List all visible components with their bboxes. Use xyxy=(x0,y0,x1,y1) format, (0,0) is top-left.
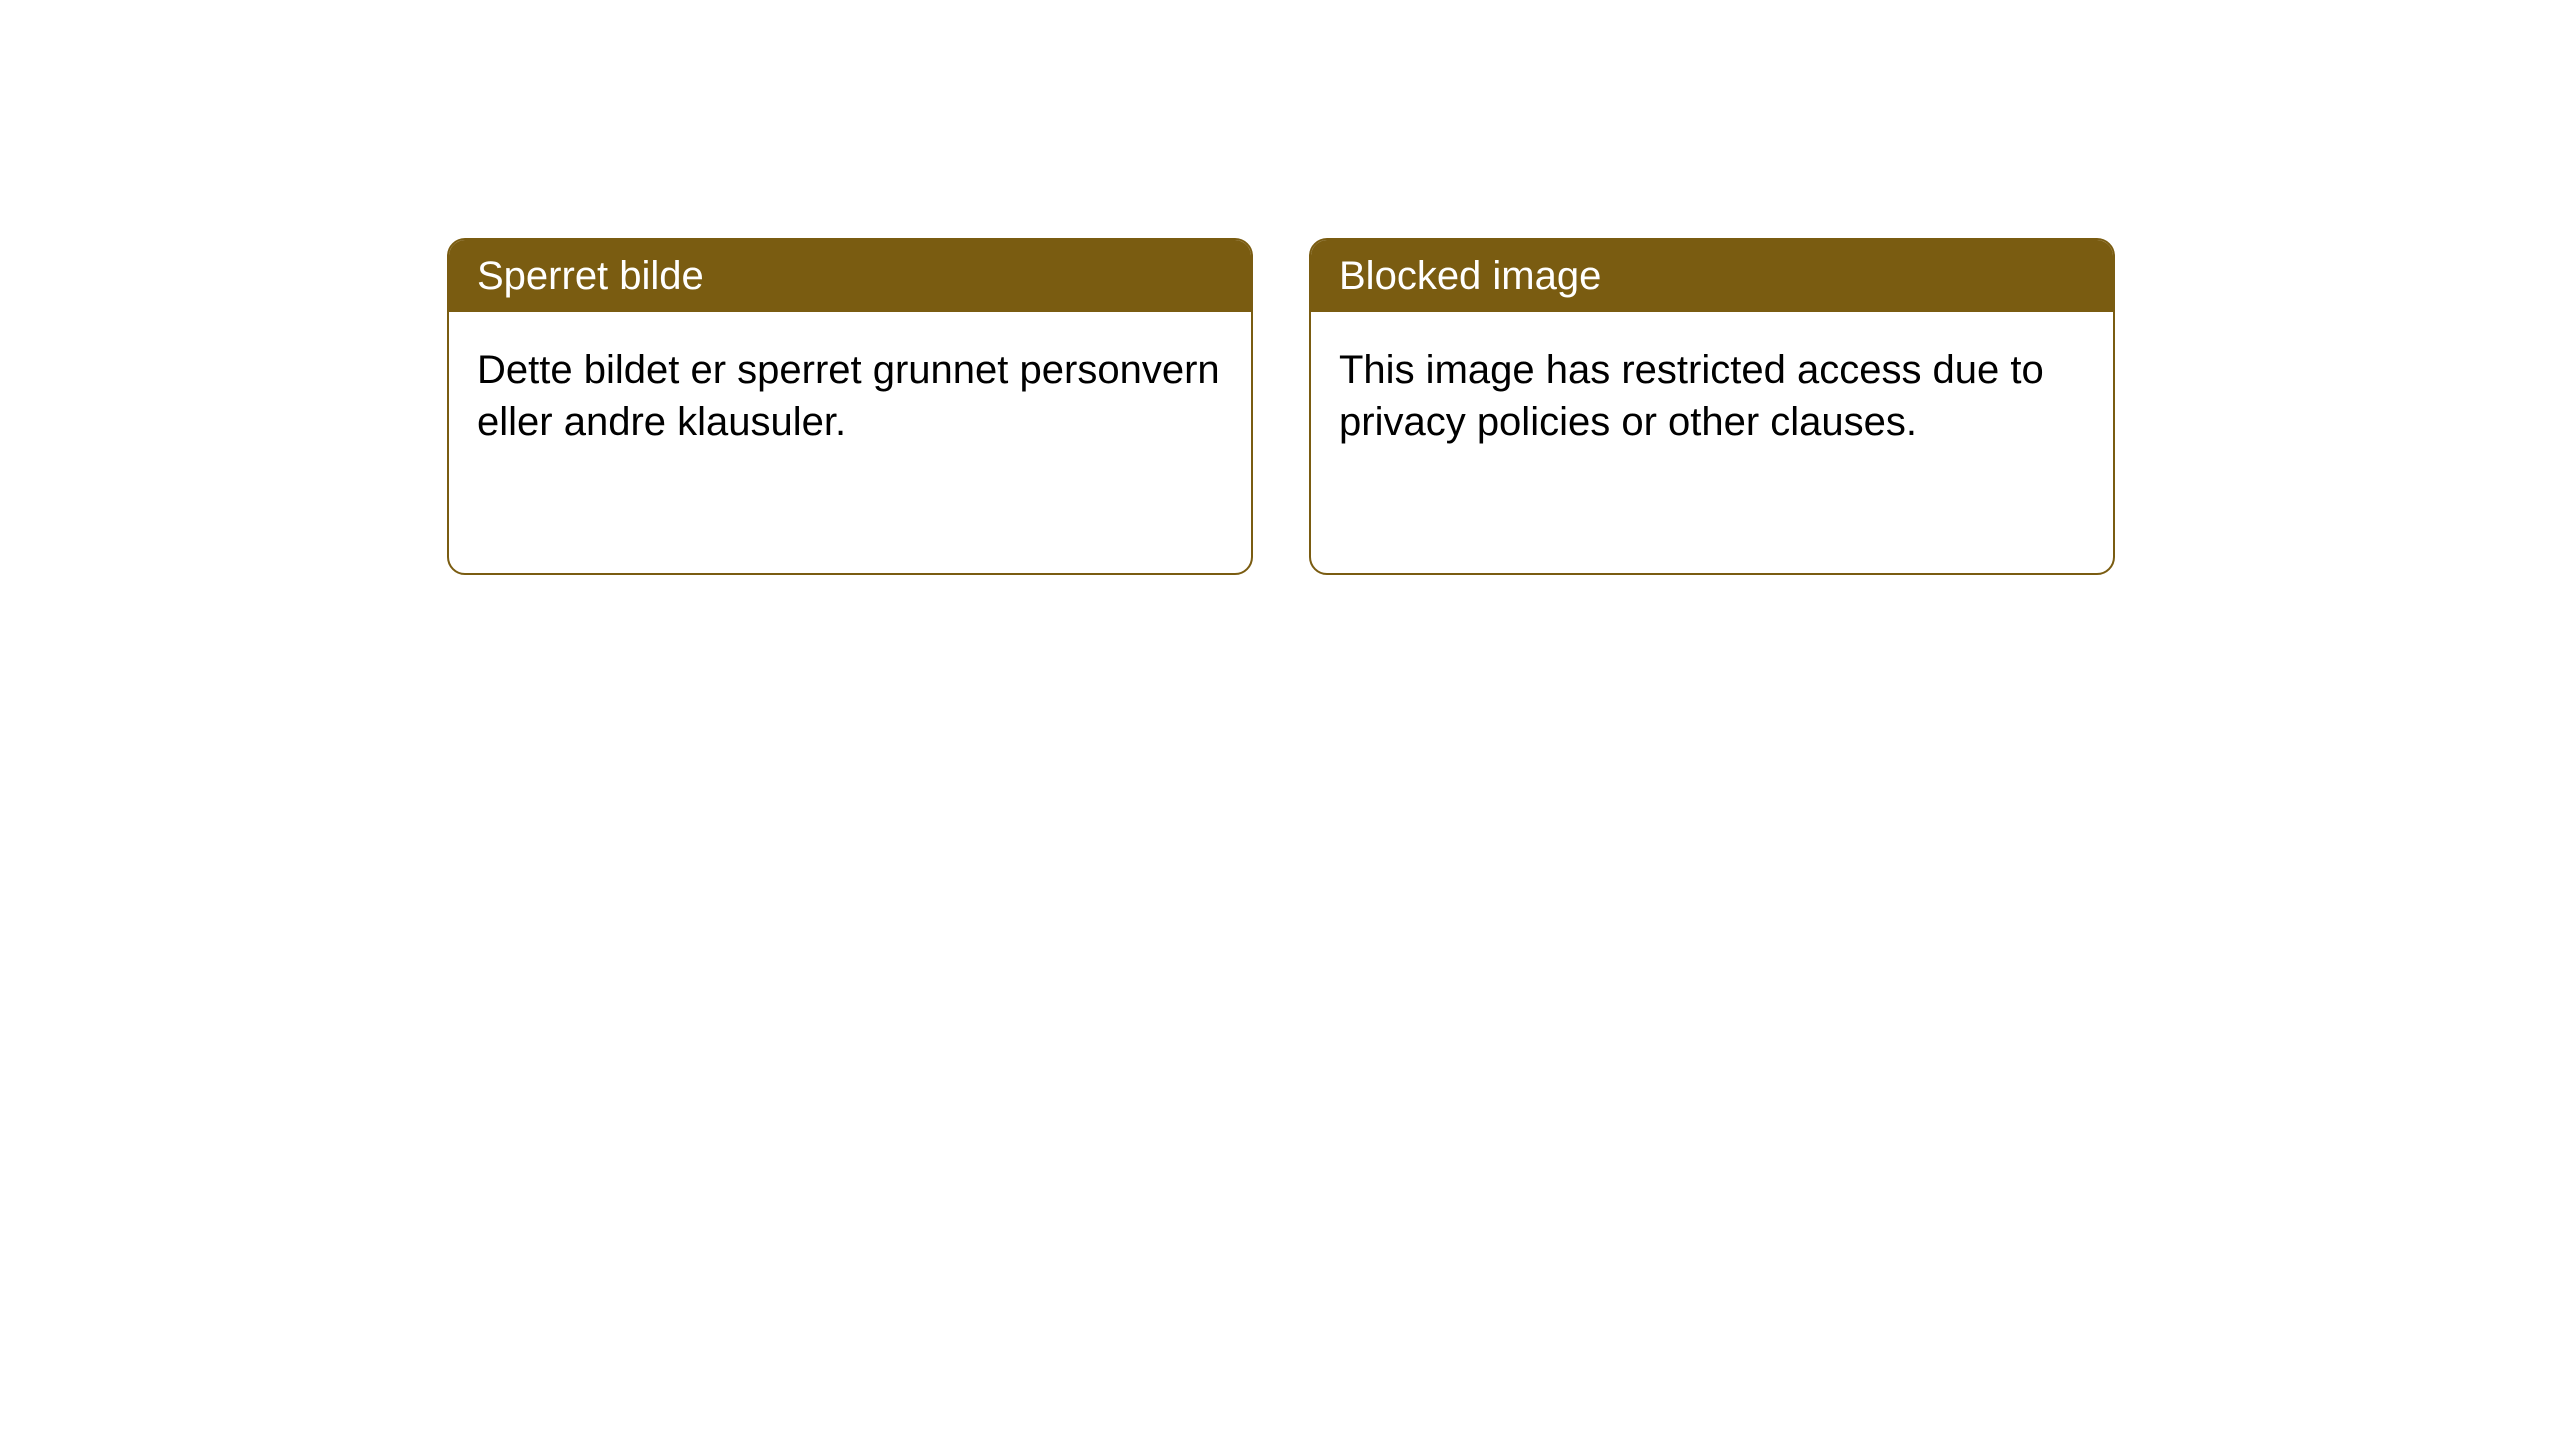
card-body-text: This image has restricted access due to … xyxy=(1339,348,2044,444)
notice-card-norwegian: Sperret bilde Dette bildet er sperret gr… xyxy=(447,238,1253,575)
card-title: Sperret bilde xyxy=(477,254,704,298)
card-header: Blocked image xyxy=(1311,240,2113,312)
card-body: This image has restricted access due to … xyxy=(1311,312,2113,480)
card-body-text: Dette bildet er sperret grunnet personve… xyxy=(477,348,1220,444)
notice-cards-container: Sperret bilde Dette bildet er sperret gr… xyxy=(447,238,2115,575)
card-title: Blocked image xyxy=(1339,254,1601,298)
card-body: Dette bildet er sperret grunnet personve… xyxy=(449,312,1251,480)
card-header: Sperret bilde xyxy=(449,240,1251,312)
notice-card-english: Blocked image This image has restricted … xyxy=(1309,238,2115,575)
